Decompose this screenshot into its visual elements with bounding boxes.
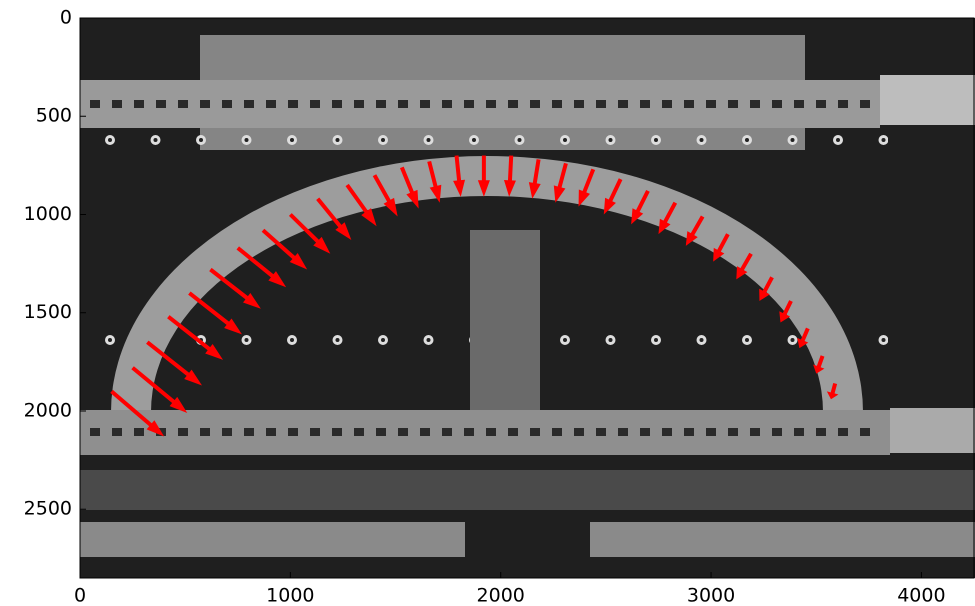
x-tick-label: 2000 [477, 585, 525, 606]
y-tick-label: 500 [36, 105, 72, 127]
x-tick-label: 3000 [687, 585, 735, 606]
x-tick-label: 1000 [266, 585, 314, 606]
y-tick-label: 2000 [24, 399, 72, 421]
x-tick-label: 0 [74, 585, 86, 606]
y-tick-label: 1000 [24, 203, 72, 225]
photo [80, 18, 975, 578]
y-tick-label: 1500 [24, 301, 72, 323]
y-tick-label: 2500 [24, 498, 72, 520]
x-tick-label: 4000 [897, 585, 945, 606]
y-tick-label: 0 [60, 7, 72, 29]
chart: 0 1000 2000 3000 4000 0 500 1000 1500 2000 2500 [0, 0, 975, 606]
